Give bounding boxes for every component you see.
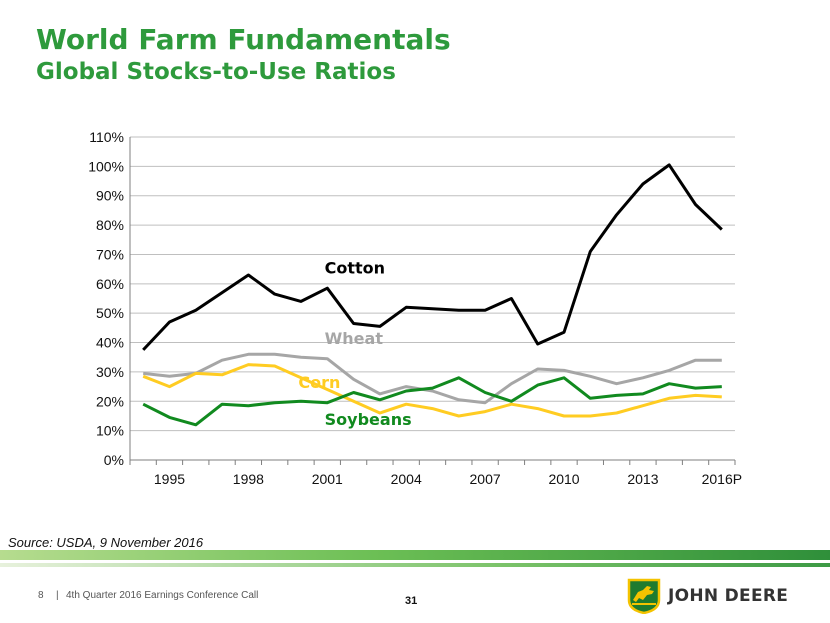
y-tick-label: 10% [96, 423, 124, 439]
y-tick-label: 100% [88, 158, 124, 174]
y-tick-label: 70% [96, 246, 124, 262]
source-note: Source: USDA, 9 November 2016 [8, 535, 204, 550]
y-tick-label: 50% [96, 305, 124, 321]
y-tick-label: 90% [96, 188, 124, 204]
x-tick-label: 2010 [548, 471, 579, 487]
x-tick-label: 1998 [233, 471, 264, 487]
series-line-soybeans [142, 376, 722, 427]
y-tick-label: 80% [96, 217, 124, 233]
series-line-cotton [142, 163, 723, 351]
slide-title: World Farm Fundamentals [36, 23, 451, 56]
y-tick-label: 20% [96, 393, 124, 409]
y-tick-label: 60% [96, 276, 124, 292]
series-line-wheat [143, 352, 722, 405]
footer-page-number: 8 [38, 590, 44, 601]
slide-subtitle: Global Stocks-to-Use Ratios [36, 59, 396, 85]
y-tick-label: 110% [89, 129, 124, 145]
x-tick-label: 2016P [702, 471, 742, 487]
y-tick-label: 40% [96, 335, 124, 351]
series-line-corn [142, 363, 722, 418]
footer-band [0, 550, 830, 560]
brand-wordmark: JOHN DEERE [668, 586, 789, 606]
x-tick-label: 2007 [470, 471, 501, 487]
footer-text: 4th Quarter 2016 Earnings Conference Cal… [66, 590, 259, 601]
footer-separator: | [56, 590, 59, 601]
y-tick-label: 0% [104, 452, 124, 468]
series-label-wheat: Wheat [325, 329, 384, 348]
x-tick-label: 2013 [627, 471, 658, 487]
stocks-to-use-chart: 0% 10% 20% 30% 40% 50% 60% 70% 80% 90% 100% 110% 199… [88, 129, 742, 487]
series-label-soybeans: Soybeans [325, 410, 412, 429]
footer-band-thin [0, 563, 830, 567]
series-label-corn: Corn [298, 373, 340, 392]
y-tick-label: 30% [96, 364, 124, 380]
series-label-cotton: Cotton [325, 259, 385, 278]
x-tick-label: 2004 [391, 471, 422, 487]
x-tick-label: 2001 [312, 471, 343, 487]
slide-number: 31 [405, 595, 418, 607]
x-tick-label: 1995 [154, 471, 185, 487]
john-deere-logo-icon [627, 578, 661, 614]
